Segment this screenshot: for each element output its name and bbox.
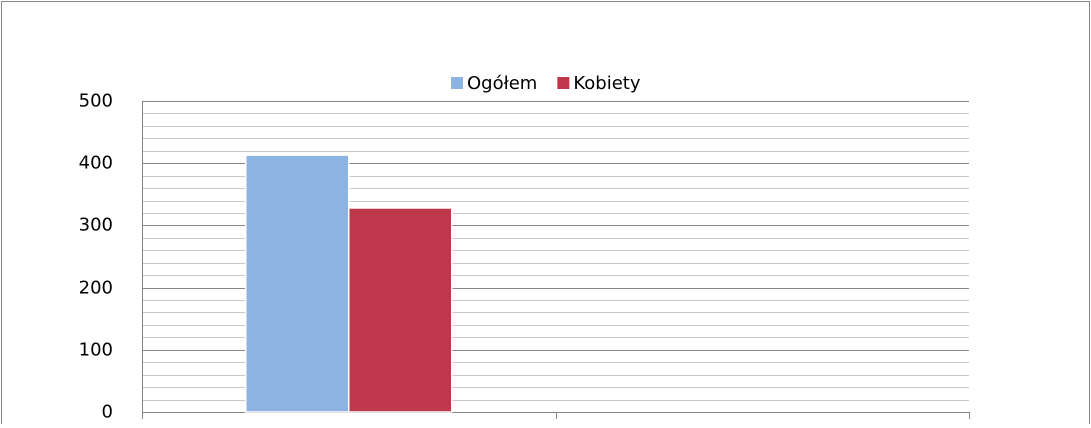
y-tick-label: 100 <box>79 340 113 361</box>
y-tick-label: 300 <box>79 215 113 236</box>
legend-swatch <box>557 77 570 89</box>
legend-label: Kobiety <box>573 73 640 94</box>
legend-swatch <box>451 77 463 89</box>
bar <box>245 154 350 413</box>
legend-label: Ogółem <box>467 73 537 94</box>
bar <box>348 207 453 413</box>
y-tick-label: 200 <box>79 278 113 299</box>
y-tick-label: 500 <box>79 91 113 112</box>
y-tick-label: 0 <box>102 402 113 423</box>
y-tick-label: 400 <box>79 153 113 174</box>
